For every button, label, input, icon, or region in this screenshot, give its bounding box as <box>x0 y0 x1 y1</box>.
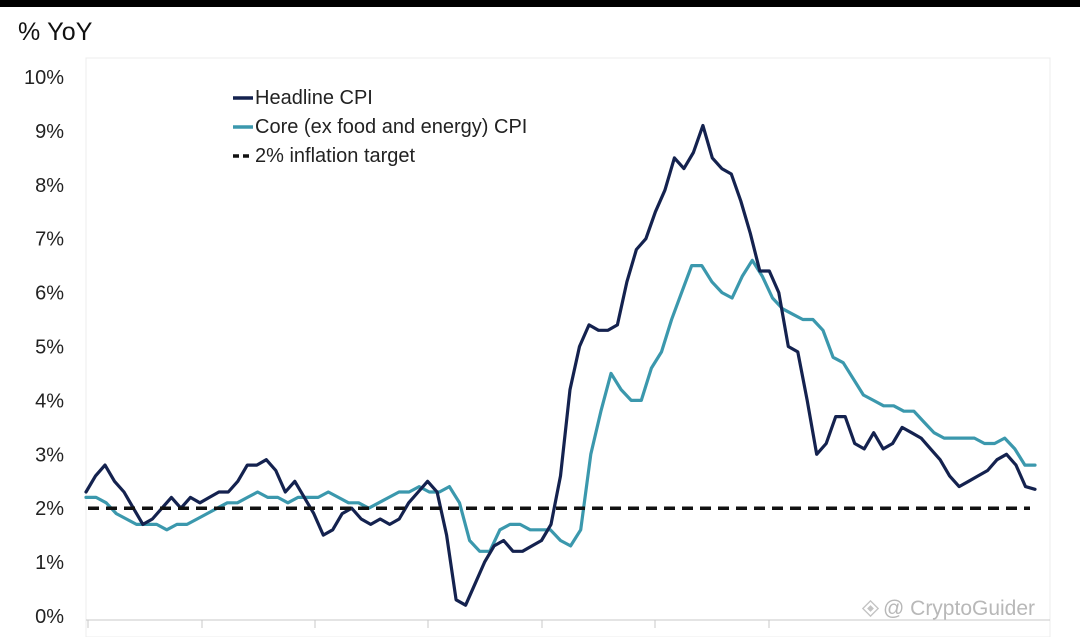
legend-entry: Headline CPI <box>255 87 373 109</box>
y-tick-label: 5% <box>35 337 64 359</box>
legend: Headline CPI Core (ex food and energy) CP… <box>233 87 527 167</box>
watermark: @ CryptoGuider <box>862 597 1035 621</box>
watermark-logo-icon <box>862 600 879 617</box>
series-layer <box>84 123 1037 607</box>
series-line-headline-cpi <box>84 123 1037 607</box>
series-line-core-cpi <box>84 258 1037 553</box>
legend-entry: Core (ex food and energy) CPI <box>255 116 527 138</box>
y-tick-label: 2% <box>35 498 64 520</box>
y-axis-ticks: 0% 1% 2% 3% 4% 5% 6% 7% 8% 9% 10% <box>24 67 64 628</box>
y-tick-label: 0% <box>35 606 64 628</box>
y-tick-label: 6% <box>35 283 64 305</box>
watermark-text: @ CryptoGuider <box>883 597 1036 620</box>
y-tick-label: 10% <box>24 67 64 89</box>
y-tick-label: 9% <box>35 121 64 143</box>
y-tick-label: 4% <box>35 390 64 412</box>
top-bar <box>0 0 1080 7</box>
y-tick-label: 3% <box>35 444 64 466</box>
plot-frame <box>85 57 1051 637</box>
y-tick-label: 1% <box>35 552 64 574</box>
x-axis <box>86 619 1050 628</box>
y-tick-label: 7% <box>35 229 64 251</box>
chart-title: % YoY <box>18 18 93 46</box>
legend-entry: 2% inflation target <box>255 145 416 167</box>
y-tick-label: 8% <box>35 175 64 197</box>
